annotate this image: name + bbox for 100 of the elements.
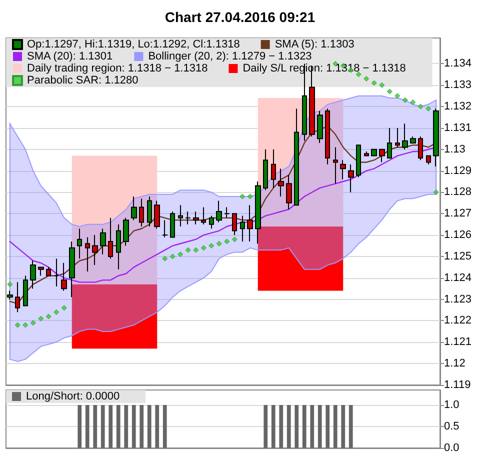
candlestick — [348, 164, 354, 193]
candlestick — [387, 127, 392, 158]
candlestick — [418, 136, 423, 161]
candlestick — [402, 123, 408, 150]
candlestick — [255, 181, 261, 244]
candlestick — [433, 108, 439, 168]
point — [22, 322, 28, 328]
candlestick — [7, 290, 13, 300]
point — [185, 247, 191, 253]
candlestick — [30, 260, 36, 290]
y-tick-label: 0.0 — [444, 442, 460, 454]
candlestick — [333, 146, 338, 184]
candlestick — [379, 148, 385, 163]
y-tick-label: 1.124 — [444, 272, 472, 284]
point — [247, 194, 253, 200]
point — [216, 240, 222, 246]
y-tick-label: 1.126 — [444, 229, 472, 242]
legend-label: Parabolic SAR: 1.1280 — [27, 74, 138, 86]
y-tick-label: 1.129 — [444, 164, 472, 177]
candlestick — [356, 144, 361, 178]
point — [46, 314, 52, 320]
point — [426, 106, 432, 112]
candlestick — [371, 148, 377, 156]
candlestick — [271, 148, 276, 188]
y-tick-label: 1.123 — [444, 293, 472, 306]
legend-label: Daily trading region: 1.1318 − 1.1318 — [27, 62, 208, 74]
candlestick — [286, 174, 292, 210]
candlestick — [108, 217, 113, 260]
y-tick-label: 1.0 — [444, 399, 460, 412]
chart-title: Chart 27.04.2016 09:21 — [164, 9, 316, 25]
candlestick — [116, 224, 121, 270]
candlestick — [131, 196, 137, 221]
candlestick — [224, 206, 230, 218]
y-tick-label: 1.119 — [444, 379, 471, 391]
candlestick — [85, 236, 90, 272]
candlestick — [123, 217, 129, 246]
point — [371, 80, 377, 86]
point — [54, 309, 60, 315]
y-tick-label: 1.132 — [444, 100, 472, 113]
point — [170, 254, 176, 260]
point — [162, 256, 168, 262]
candlestick — [178, 204, 183, 227]
candlestick — [240, 215, 245, 242]
y-tick-label: 0.5 — [444, 420, 460, 433]
candlestick — [317, 110, 323, 144]
y-tick-label: 1.133 — [444, 79, 472, 92]
y-tick-label: 1.134 — [444, 58, 472, 70]
legend-label: Long/Short: 0.0000 — [26, 390, 120, 402]
point — [232, 236, 238, 242]
candlestick — [216, 200, 222, 223]
candlestick — [209, 215, 214, 230]
point — [418, 104, 424, 110]
legend-label: Op:1.1297, Hi:1.1319, Lo:1.1292, Cl:1.1318 — [27, 38, 240, 50]
candlestick — [23, 275, 28, 306]
candlestick — [139, 198, 144, 227]
candlestick — [147, 196, 152, 227]
y-tick-label: 1.128 — [444, 186, 472, 198]
point — [200, 245, 206, 251]
point — [38, 316, 44, 322]
point — [30, 320, 36, 326]
point — [224, 238, 230, 244]
candlestick — [325, 108, 330, 165]
candlestick — [54, 258, 59, 287]
candlestick — [100, 228, 106, 255]
point — [410, 100, 416, 106]
candlestick — [69, 240, 75, 298]
point — [364, 76, 370, 82]
candlestick — [294, 108, 299, 206]
point — [240, 194, 246, 200]
y-tick-label: 1.121 — [444, 336, 472, 348]
candlestick — [154, 200, 160, 230]
point — [14, 322, 20, 328]
candlestick — [410, 136, 416, 144]
candlestick — [426, 155, 431, 165]
candlestick — [263, 148, 268, 191]
y-tick-label: 1.122 — [444, 314, 472, 327]
candlestick — [340, 160, 346, 180]
candlestick — [185, 211, 191, 225]
candlestick — [162, 220, 168, 238]
candlestick — [46, 266, 51, 276]
candlestick — [170, 211, 175, 238]
point — [193, 247, 199, 253]
candlestick — [15, 282, 20, 313]
point — [208, 243, 214, 249]
legend-label: SMA (20): 1.1301 — [27, 50, 113, 62]
candlestick — [395, 127, 400, 148]
y-tick-label: 1.127 — [444, 208, 472, 220]
point — [379, 82, 385, 88]
point — [178, 252, 184, 258]
y-tick-label: 1.131 — [444, 122, 472, 134]
candlestick — [247, 204, 253, 242]
legend-label: Bollinger (20, 2): 1.1279 − 1.1323 — [148, 50, 312, 62]
legend-label: SMA (5): 1.1303 — [274, 38, 354, 50]
candlestick — [38, 266, 44, 276]
point — [7, 282, 13, 288]
point — [386, 88, 392, 94]
y-tick-label: 1.12 — [444, 358, 466, 370]
y-tick-label: 1.13 — [444, 143, 466, 156]
candlestick — [278, 168, 284, 198]
y-tick-label: 1.125 — [444, 250, 472, 262]
